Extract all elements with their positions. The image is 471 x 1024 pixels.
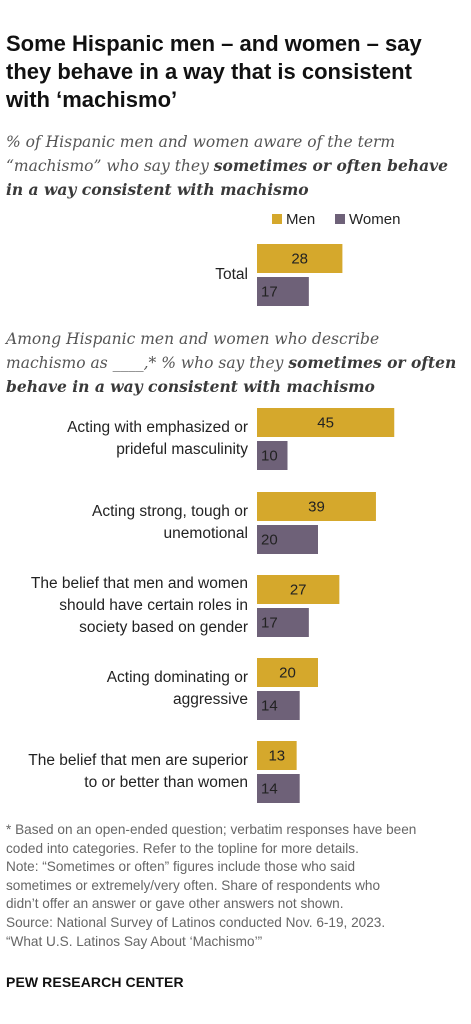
bar-women (257, 691, 300, 720)
subtitle-total: % of Hispanic men and women aware of the… (6, 131, 461, 202)
note-line: sometimes or extremely/very often. Share… (6, 877, 381, 893)
data-label-women: 20 (261, 532, 278, 549)
category-label-line: should have certain roles in (59, 597, 248, 614)
data-label-men: 28 (291, 251, 308, 268)
data-label-men: 45 (317, 415, 334, 432)
category-label-line: to or better than women (84, 774, 248, 791)
category-label: The belief that men and women should have… (31, 573, 248, 639)
bar-men (257, 492, 376, 521)
note-line: didn’t offer an answer or gave other ans… (6, 896, 344, 912)
legend-label-men: Men (286, 211, 316, 228)
bar-men (257, 408, 395, 437)
category-label-line: Acting with emphasized or (67, 419, 248, 436)
bar-women (257, 277, 309, 306)
category-label-line: Acting strong, tough or (92, 503, 248, 520)
bar-women (257, 441, 288, 470)
data-label-men: 27 (290, 582, 307, 599)
data-label-women: 17 (261, 615, 278, 632)
bar-men (257, 658, 318, 687)
category-label-line: Total (215, 266, 248, 283)
note-line: Source: National Survey of Latinos condu… (6, 914, 386, 930)
category-label-line: The belief that men are superior (28, 752, 248, 769)
category-label-line: The belief that men and women (30, 575, 248, 592)
legend-item-men: Men (272, 211, 315, 228)
bar-women (257, 774, 300, 803)
category-label: The belief that men are superior to or be… (28, 750, 248, 794)
data-label-men: 20 (279, 665, 296, 682)
legend-swatch-women (335, 214, 345, 224)
category-label-line: society based on gender (79, 619, 248, 636)
category-label-line: unemotional (163, 525, 248, 542)
bar-men (257, 575, 340, 604)
bar-women (257, 525, 318, 554)
category-label: Total (215, 264, 248, 286)
legend-item-women: Women (335, 211, 400, 228)
subtitle-descriptions-bold: sometimes or often behave in a way consi… (6, 353, 457, 396)
data-label-women: 14 (261, 781, 278, 798)
bar-women (257, 608, 309, 637)
notes: * Based on an open-ended question; verba… (6, 821, 468, 951)
brand-footer: PEW RESEARCH CENTER (6, 974, 184, 990)
bar-men (257, 741, 297, 770)
data-label-men: 13 (268, 748, 285, 765)
subtitle-descriptions-plain: Among Hispanic men and women who describ… (6, 330, 380, 372)
legend-swatch-men (272, 214, 282, 224)
data-label-women: 10 (261, 448, 278, 465)
legend-label-women: Women (349, 211, 401, 228)
note-line: Note: “Sometimes or often” figures inclu… (6, 859, 356, 875)
category-label-line: prideful masculinity (116, 441, 248, 458)
data-label-women: 17 (261, 284, 278, 301)
bar-men (257, 244, 343, 273)
data-label-men: 39 (308, 499, 325, 516)
category-label-line: aggressive (173, 691, 248, 708)
note-line: * Based on an open-ended question; verba… (6, 822, 417, 837)
category-label: Acting dominating or aggressive (107, 667, 248, 711)
note-line: “What U.S. Latinos Say About ‘Machismo’” (6, 933, 263, 949)
category-label: Acting strong, tough or unemotional (92, 501, 248, 545)
note-line: coded into categories. Refer to the topl… (6, 840, 359, 856)
subtitle-total-plain: % of Hispanic men and women aware of the… (6, 133, 396, 175)
chart-title: Some Hispanic men – and women – say they… (6, 31, 422, 112)
category-label-line: Acting dominating or (106, 669, 248, 686)
data-label-women: 14 (261, 698, 278, 715)
subtitle-total-bold: sometimes or often behave in a way consi… (6, 156, 449, 199)
subtitle-descriptions: Among Hispanic men and women who describ… (6, 328, 461, 399)
category-label: Acting with emphasized or prideful mascul… (67, 417, 248, 461)
